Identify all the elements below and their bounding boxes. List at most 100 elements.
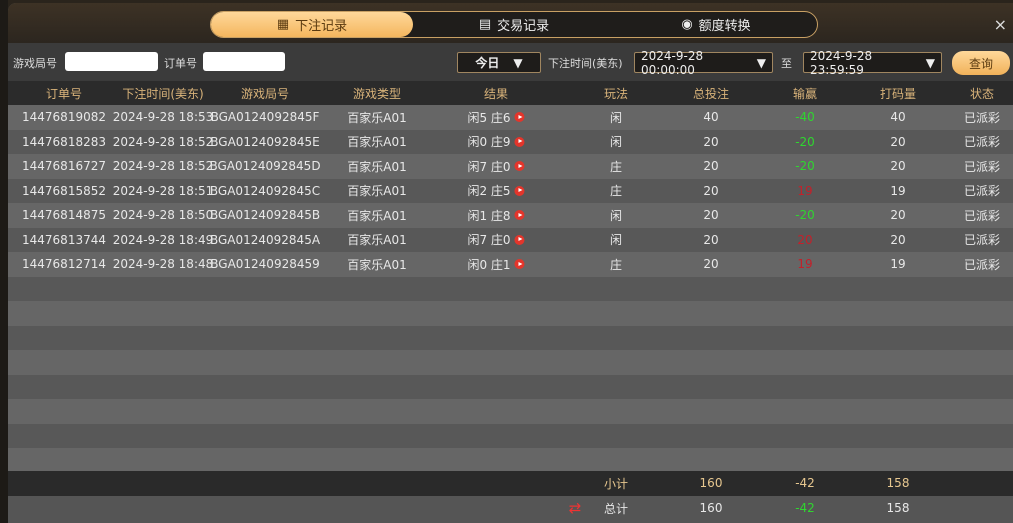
table-row[interactable]: 14476814875 2024-9-28 18:50 BGA0124092845B…: [8, 203, 1013, 228]
cell-2: BGA0124092845B: [210, 203, 320, 228]
coins-icon: ◉: [681, 17, 693, 32]
column-header: 玩法: [603, 86, 629, 101]
table-row[interactable]: 14476818283 2024-9-28 18:52 BGA0124092845E…: [8, 129, 1013, 155]
table-row[interactable]: 14476816727 2024-9-28 18:52 BGA0124092845D…: [8, 154, 1013, 179]
cell-text: 百家乐A01: [347, 257, 407, 272]
cell-text: -40: [795, 110, 815, 125]
cell-text: 已派彩: [963, 135, 1001, 150]
cell-8: 40: [890, 105, 905, 130]
cell-text: 14476813744: [22, 232, 106, 247]
play-replay-icon[interactable]: [514, 112, 525, 123]
tab-credit-transfer[interactable]: ◉ 额度转换: [615, 12, 817, 37]
cell-text: 闲: [609, 135, 623, 150]
table-row[interactable]: 14476813744 2024-9-28 18:49 BGA0124092845A…: [8, 227, 1013, 253]
cell-text: 百家乐A01: [347, 135, 407, 150]
range-value: 今日: [475, 56, 500, 70]
cell-text: 百家乐A01: [347, 208, 407, 223]
cell-text: 14476815852: [22, 183, 106, 198]
cell-text: 已派彩: [963, 208, 1001, 223]
cell-text: 19: [797, 257, 813, 272]
cell-7: 20: [797, 228, 812, 253]
cell-9: 已派彩: [964, 252, 1000, 277]
query-button[interactable]: 查询: [952, 51, 1010, 75]
cell-3: 百家乐A01: [347, 130, 406, 155]
filter-bar: 游戏局号 订单号 今日 ▼ 下注时间(美东) 2024-9-28 00:00:00…: [8, 43, 1013, 81]
column-header: 订单号: [45, 86, 83, 101]
cell-text: BGA0124092845F: [210, 110, 320, 125]
subtotal-win: -42: [795, 476, 815, 491]
cell-8: 20: [890, 154, 905, 179]
cell-text: 闲: [609, 208, 623, 223]
cell-6: 20: [703, 203, 718, 228]
cell-text: 庄: [609, 257, 623, 272]
table-row[interactable]: 14476812714 2024-9-28 18:48 BGA01240928459…: [8, 252, 1013, 277]
play-replay-icon[interactable]: [514, 136, 525, 147]
start-time-select[interactable]: 2024-9-28 00:00:00 ▼: [634, 49, 773, 77]
cell-text: 闲2 庄5: [467, 184, 511, 199]
cell-0: 14476813744: [22, 228, 106, 253]
cell-text: 20: [703, 232, 719, 247]
cell-8: 20: [890, 203, 905, 228]
cell-text: 20: [703, 208, 719, 223]
end-value: 2024-9-28 23:59:59: [810, 48, 873, 77]
cell-7: -20: [795, 154, 815, 179]
refresh-icon[interactable]: ⇄: [568, 499, 582, 518]
cell-text: 14476819082: [22, 110, 106, 125]
start-value: 2024-9-28 00:00:00: [641, 48, 704, 77]
cell-4: 闲7 庄0: [467, 154, 525, 179]
cell-text: 14476816727: [22, 159, 106, 174]
cell-7: 19: [797, 252, 812, 277]
cell-9: 已派彩: [964, 179, 1000, 204]
table-row[interactable]: 14476819082 2024-9-28 18:53 BGA0124092845F…: [8, 105, 1013, 130]
cell-3: 百家乐A01: [347, 203, 406, 228]
cell-3: 百家乐A01: [347, 179, 406, 204]
cell-text: 2024-9-28 18:52: [112, 159, 214, 174]
cell-8: 19: [890, 179, 905, 204]
cell-8: 20: [890, 228, 905, 253]
time-label: 下注时间(美东): [548, 57, 623, 70]
cell-4: 闲0 庄1: [467, 252, 525, 277]
table-row: [8, 350, 1013, 375]
play-replay-icon[interactable]: [514, 210, 525, 221]
cell-7: -40: [795, 105, 815, 130]
column-header: 游戏局号: [240, 86, 290, 101]
end-time-select[interactable]: 2024-9-28 23:59:59 ▼: [803, 49, 942, 77]
cell-text: 2024-9-28 18:52: [112, 134, 214, 149]
dialog-header: ▦ 下注记录 ▤ 交易记录 ◉ 额度转换 ×: [8, 3, 1013, 43]
tab-bet-records[interactable]: ▦ 下注记录: [211, 12, 413, 37]
cell-text: -20: [795, 159, 815, 174]
round-input[interactable]: [65, 52, 158, 71]
cell-4: 闲2 庄5: [467, 179, 525, 204]
clipboard-icon: ▤: [478, 17, 492, 32]
cell-4: 闲0 庄9: [467, 130, 525, 155]
cell-9: 已派彩: [964, 154, 1000, 179]
cell-3: 百家乐A01: [347, 252, 406, 277]
cell-text: 百家乐A01: [347, 184, 407, 199]
cell-text: 2024-9-28 18:51: [112, 183, 214, 198]
round-label: 游戏局号: [13, 57, 57, 70]
cell-1: 2024-9-28 18:49: [113, 228, 214, 253]
cell-5: 庄: [610, 154, 622, 179]
play-replay-icon[interactable]: [514, 161, 525, 172]
cell-text: 20: [797, 232, 813, 247]
cell-3: 百家乐A01: [347, 228, 406, 253]
cell-text: 2024-9-28 18:53: [112, 110, 214, 125]
table-row: [8, 423, 1013, 448]
order-input[interactable]: [203, 52, 285, 71]
cell-0: 14476818283: [22, 130, 106, 155]
total-label: 总计: [603, 501, 629, 516]
play-replay-icon[interactable]: [514, 234, 525, 245]
calendar-icon: ▦: [276, 17, 290, 32]
play-replay-icon[interactable]: [514, 185, 525, 196]
cell-text: -20: [795, 134, 815, 149]
column-header: 状态: [969, 86, 995, 101]
table-row[interactable]: 14476815852 2024-9-28 18:51 BGA0124092845C…: [8, 178, 1013, 204]
play-replay-icon[interactable]: [514, 259, 525, 270]
bet-records-dialog: ▦ 下注记录 ▤ 交易记录 ◉ 额度转换 × 游戏局号 订单号 今日 ▼ 下注时间(美东…: [8, 3, 1013, 523]
cell-text: 20: [890, 208, 906, 223]
tab-transaction-records[interactable]: ▤ 交易记录: [413, 12, 615, 37]
cell-6: 20: [703, 228, 718, 253]
column-header: 打码量: [879, 86, 917, 101]
close-icon[interactable]: ×: [993, 15, 1007, 34]
range-select[interactable]: 今日 ▼: [457, 52, 541, 73]
